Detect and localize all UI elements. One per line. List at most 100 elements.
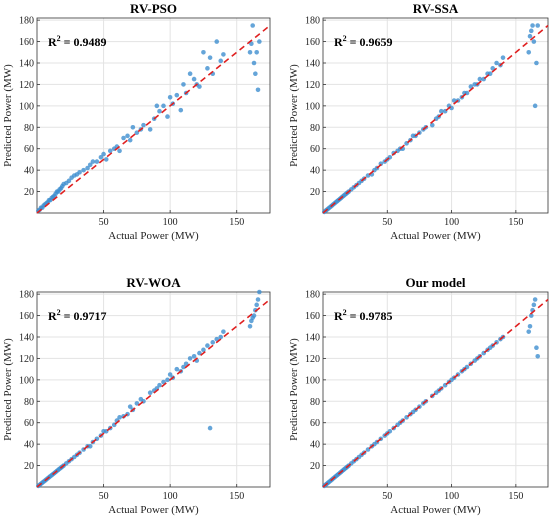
data-point	[534, 60, 539, 66]
r2-annotation: R2 = 0.9659	[334, 34, 393, 49]
data-point	[101, 151, 106, 157]
y-tick-label: 100	[19, 375, 34, 386]
r2-superscript: 2	[343, 34, 347, 43]
x-tick-label: 100	[444, 217, 459, 228]
r2-symbol: R	[48, 309, 57, 323]
data-point	[250, 23, 255, 28]
x-tick-label: 50	[382, 217, 392, 228]
r2-symbol: R	[334, 309, 343, 323]
data-point	[117, 415, 122, 420]
y-tick-label: 60	[310, 144, 320, 155]
data-point	[81, 167, 86, 173]
data-point	[178, 107, 184, 113]
data-point	[147, 127, 153, 132]
data-point	[531, 39, 537, 44]
reference-line-diagonal	[322, 24, 549, 214]
data-point	[157, 382, 162, 388]
data-point	[535, 353, 541, 359]
subplot-2: 50 100 150 20 40 60 80 100 120 140 160 180 RV-SSA R2 …	[288, 1, 549, 242]
data-point	[147, 390, 153, 396]
data-point	[534, 345, 539, 351]
y-tick-label: 160	[305, 311, 320, 322]
data-point	[98, 154, 104, 160]
data-point	[157, 108, 162, 114]
data-point	[141, 122, 146, 128]
y-tick-label: 160	[305, 37, 320, 48]
y-tick-label: 100	[305, 375, 320, 386]
x-axis-label: Actual Power (MW)	[390, 230, 481, 242]
data-point	[528, 28, 534, 34]
data-point	[251, 313, 257, 318]
data-point	[490, 66, 496, 71]
data-point	[197, 350, 202, 356]
y-tick-label: 120	[19, 80, 34, 91]
data-point	[94, 159, 100, 164]
data-point	[221, 329, 226, 334]
y-tick-label: 120	[305, 80, 320, 91]
data-point	[191, 76, 197, 82]
y-tick-label: 100	[19, 101, 34, 112]
data-point	[107, 148, 113, 154]
data-point	[221, 52, 226, 57]
y-tick-label: 40	[24, 440, 34, 451]
data-point	[127, 137, 133, 143]
y-tick-label: 80	[24, 397, 34, 408]
data-point	[214, 336, 220, 342]
y-tick-label: 160	[19, 311, 34, 322]
x-axis-label: Actual Power (MW)	[390, 504, 481, 516]
data-point	[167, 372, 173, 377]
data-point	[528, 313, 534, 318]
data-point	[181, 364, 186, 370]
data-point	[134, 401, 140, 406]
r2-symbol: R	[48, 35, 57, 49]
y-tick-label: 120	[19, 354, 34, 365]
data-point	[429, 122, 435, 128]
data-point	[174, 92, 180, 98]
y-tick-label: 20	[24, 461, 34, 472]
x-tick-label: 150	[508, 217, 523, 228]
data-point	[165, 377, 170, 383]
data-point	[197, 84, 202, 89]
data-point	[527, 323, 533, 329]
y-tick-label: 140	[305, 333, 320, 344]
data-point	[210, 340, 216, 345]
r2-annotation: R2 = 0.9489	[48, 34, 107, 49]
axes-frame	[322, 291, 549, 488]
data-point	[451, 98, 457, 103]
y-tick-label: 40	[310, 440, 320, 451]
y-tick-label: 20	[24, 187, 34, 198]
data-point	[535, 23, 541, 28]
subplot-title: Our model	[405, 275, 465, 290]
r2-value: = 0.9489	[61, 35, 107, 49]
axes-frame	[36, 17, 271, 214]
data-point	[167, 94, 173, 100]
data-point	[205, 343, 210, 348]
x-tick-label: 100	[163, 217, 178, 228]
data-point	[218, 58, 224, 64]
data-point	[468, 84, 474, 89]
data-point	[247, 49, 253, 55]
y-tick-label: 100	[305, 101, 320, 112]
y-tick-label: 180	[305, 16, 320, 27]
y-tick-label: 60	[24, 418, 34, 429]
subplot-1: 50 100 150 20 40 60 80 100 120 140 160 180 RV-PSO R2 …	[2, 1, 271, 242]
reference-line-diagonal	[36, 298, 271, 488]
x-tick-label: 50	[99, 491, 109, 502]
data-point	[165, 114, 170, 119]
r2-annotation: R2 = 0.9717	[48, 308, 107, 323]
data-point	[127, 404, 133, 409]
y-axis-label: Predicted Power (MW)	[288, 64, 300, 167]
data-point	[254, 49, 259, 55]
r2-superscript: 2	[57, 308, 61, 317]
y-tick-label: 140	[305, 59, 320, 70]
y-tick-label: 180	[19, 16, 34, 27]
subplot-3: 50 100 150 20 40 60 80 100 120 140 160 180 RV-WOA R2 …	[2, 275, 271, 516]
data-point	[154, 103, 160, 109]
r2-superscript: 2	[57, 34, 61, 43]
r2-superscript: 2	[343, 308, 347, 317]
data-point	[117, 148, 122, 154]
data-point	[187, 356, 193, 361]
data-point	[500, 55, 506, 60]
data-point	[257, 39, 262, 44]
